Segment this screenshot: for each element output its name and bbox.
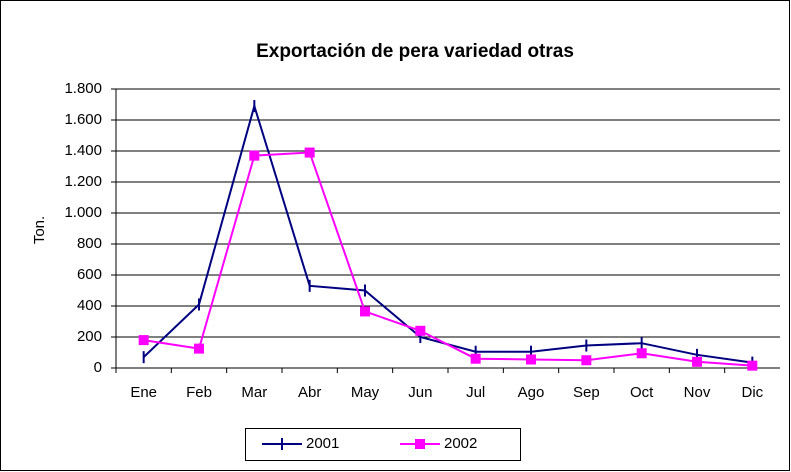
x-tick-label: Ene	[130, 384, 157, 401]
point-marker	[747, 360, 758, 371]
y-tick-label: 1.600	[64, 111, 102, 128]
point-marker	[415, 439, 425, 449]
series-line	[143, 151, 753, 367]
y-tick-label: 0	[94, 359, 102, 376]
y-tick-label: 400	[77, 297, 102, 314]
y-tick-label: 1.400	[64, 142, 102, 159]
x-tick-label: Abr	[298, 384, 321, 401]
point-marker	[415, 325, 426, 336]
point-marker	[692, 356, 702, 367]
x-tick-label: Mar	[241, 384, 267, 401]
x-tick-label: Dic	[741, 384, 763, 401]
x-tick-label: Nov	[684, 384, 711, 401]
x-tick-label: Ago	[518, 384, 545, 401]
x-tick-label: Sep	[573, 384, 600, 401]
y-tick-label: 800	[77, 235, 102, 252]
chart-title: Exportación de pera variedad otras	[256, 41, 574, 62]
point-marker	[304, 147, 315, 158]
x-tick-label: Jul	[466, 384, 485, 401]
y-tick-label: 1.200	[64, 173, 102, 190]
point-marker	[636, 348, 647, 359]
y-tick-label: 600	[77, 266, 102, 283]
y-tick-label: 200	[77, 328, 102, 345]
x-tick-label: Feb	[186, 384, 212, 401]
y-tick-label: 1.000	[64, 204, 102, 221]
point-marker	[581, 355, 592, 366]
y-tick-label: 1.800	[64, 80, 102, 97]
legend-label: 2001	[306, 435, 339, 452]
y-axis-label: Ton.	[31, 216, 48, 244]
x-tick-label: May	[351, 384, 380, 401]
point-marker	[138, 335, 149, 346]
x-tick-label: Jun	[408, 384, 432, 401]
point-marker	[526, 354, 536, 365]
x-tick-label: Oct	[630, 384, 654, 401]
legend-label: 2002	[444, 435, 477, 452]
point-marker	[249, 150, 260, 161]
point-marker	[470, 353, 481, 364]
point-marker	[194, 343, 204, 354]
point-marker	[360, 306, 370, 317]
